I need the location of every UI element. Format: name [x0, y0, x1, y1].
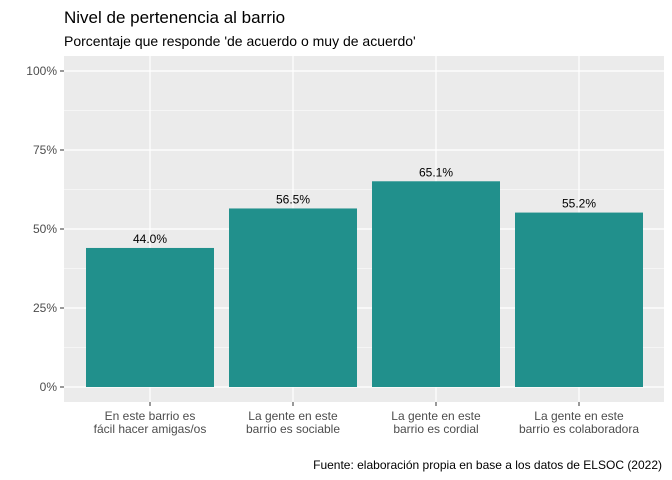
x-tick-label: La gente en este barrio es cordial — [391, 409, 481, 436]
bars — [86, 181, 643, 387]
bar — [515, 212, 643, 387]
y-axis: 0% 25% 50% 75% 100% — [26, 64, 64, 394]
x-tick-label: La gente en este barrio es sociable — [246, 409, 340, 436]
chart-subtitle: Porcentaje que responde 'de acuerdo o mu… — [64, 33, 416, 49]
x-axis: En este barrio es fácil hacer amigas/os La… — [94, 402, 639, 436]
x-tick-label: En este barrio es fácil hacer amigas/os — [94, 409, 207, 436]
bar — [372, 181, 500, 387]
x-tick-label: La gente en este barrio es colaboradora — [519, 409, 639, 436]
y-tick-label: 100% — [26, 64, 57, 78]
data-label: 56.5% — [276, 192, 310, 206]
data-label: 65.1% — [419, 165, 453, 179]
data-label: 44.0% — [133, 232, 167, 246]
y-tick-label: 50% — [33, 222, 57, 236]
bar — [229, 208, 357, 387]
y-tick-label: 75% — [33, 143, 57, 157]
bar — [86, 247, 214, 387]
data-labels: 44.0% 56.5% 65.1% 55.2% — [133, 165, 596, 246]
chart-caption: Fuente: elaboración propia en base a los… — [313, 458, 662, 472]
y-tick-label: 0% — [40, 380, 58, 394]
y-tick-label: 25% — [33, 301, 57, 315]
chart-title: Nivel de pertenencia al barrio — [64, 8, 285, 27]
data-label: 55.2% — [562, 197, 596, 211]
